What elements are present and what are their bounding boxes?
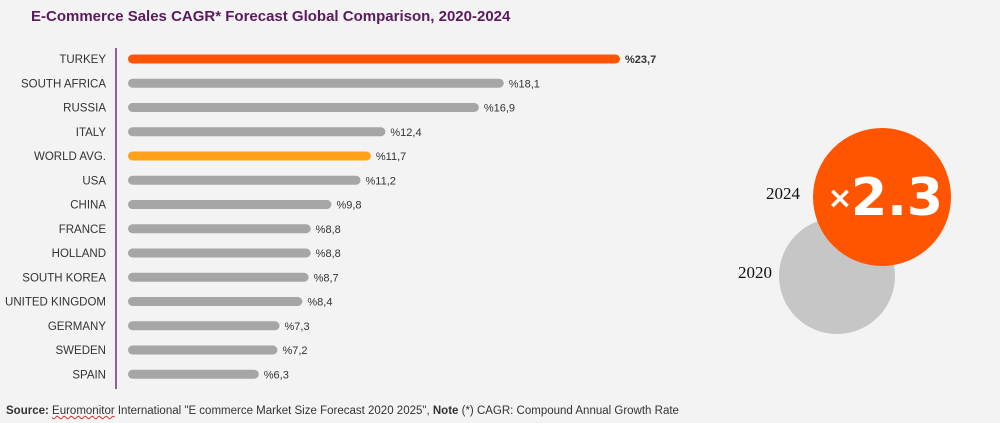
value-label-germany: %7,3	[285, 321, 310, 333]
category-label-holland: HOLLAND	[52, 248, 106, 260]
year-label-2020: 2020	[738, 263, 772, 282]
bar-world-avg	[128, 151, 371, 161]
bar-germany	[128, 321, 280, 331]
bar-spain	[128, 369, 259, 379]
source-note: Source: Euromonitor International "E com…	[6, 405, 679, 417]
growth-comparison: 2024 2020 × 2.3	[738, 128, 951, 334]
category-label-sweden: SWEDEN	[56, 345, 106, 357]
bar-south-africa	[128, 78, 504, 88]
bar-united-kingdom	[128, 297, 303, 306]
value-label-usa: %11,2	[366, 175, 396, 187]
value-label-south-korea: %8,7	[314, 272, 339, 284]
category-label-italy: ITALY	[76, 127, 107, 139]
source-label: Source:	[6, 405, 49, 417]
note-label: Note	[432, 405, 459, 417]
bar-usa	[128, 175, 361, 185]
value-label-russia: %16,9	[484, 103, 515, 115]
category-label-spain: SPAIN	[72, 369, 106, 381]
value-label-spain: %6,3	[264, 369, 289, 381]
category-label-united-kingdom: UNITED KINGDOM	[5, 297, 106, 309]
category-label-world-avg: WORLD AVG.	[34, 151, 106, 163]
value-label-china: %9,8	[336, 200, 361, 212]
value-label-sweden: %7,2	[282, 345, 307, 357]
category-label-russia: RUSSIA	[63, 103, 106, 115]
bars-layer: TURKEY %23,7 SOUTH AFRICA %18,1 RUSSIA %16,9 I…	[5, 54, 656, 381]
circle-2024	[813, 128, 951, 266]
bar-south-korea	[128, 272, 309, 282]
category-label-france: FRANCE	[59, 224, 107, 236]
bar-turkey	[128, 54, 620, 64]
value-label-south-africa: %18,1	[509, 78, 540, 90]
multiplier-value: 2.3	[851, 168, 943, 228]
category-label-turkey: TURKEY	[59, 54, 106, 66]
category-label-germany: GERMANY	[48, 321, 106, 333]
bar-france	[128, 224, 311, 234]
bar-italy	[128, 127, 386, 137]
bar-russia	[128, 103, 479, 112]
category-label-china: CHINA	[70, 200, 106, 212]
value-label-holland: %8,8	[316, 248, 341, 260]
bar-china	[128, 200, 332, 209]
category-label-usa: USA	[82, 175, 106, 187]
value-label-world-avg: %11,7	[376, 151, 406, 163]
multiplier-symbol: ×	[827, 181, 852, 216]
bar-holland	[128, 248, 311, 258]
note-text: (*) CAGR: Compound Annual Growth Rate	[458, 405, 679, 417]
bar-sweden	[128, 345, 278, 355]
source-org: Euromonitor	[52, 405, 115, 417]
source-text: International "E commerce Market Size Fo…	[114, 405, 433, 417]
value-label-france: %8,8	[316, 224, 341, 236]
year-label-2024: 2024	[766, 184, 801, 203]
value-label-united-kingdom: %8,4	[307, 297, 332, 309]
chart-title: E-Commerce Sales CAGR* Forecast Global C…	[31, 8, 511, 25]
value-label-turkey: %23,7	[625, 54, 656, 66]
category-label-south-korea: SOUTH KOREA	[22, 272, 106, 284]
value-label-italy: %12,4	[390, 127, 421, 139]
category-label-south-africa: SOUTH AFRICA	[21, 78, 106, 90]
